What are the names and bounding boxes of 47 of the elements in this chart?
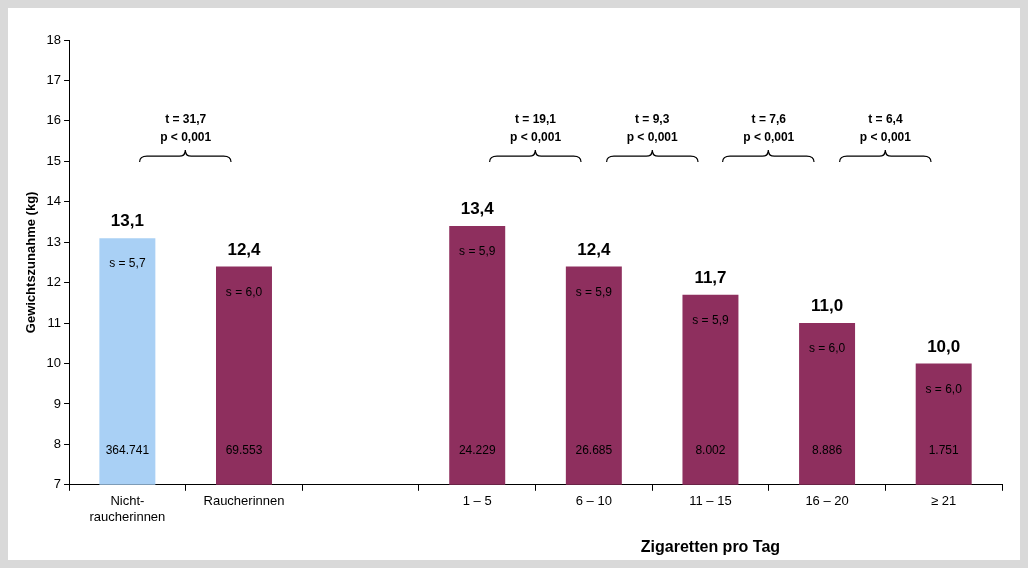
y-tick-label: 15	[46, 152, 62, 168]
x-tick-label: ≥ 21	[931, 493, 957, 509]
annotation: t = 19,1 p < 0,001	[510, 112, 562, 145]
annotation: 364.741	[105, 443, 150, 458]
annotation: 1.751	[928, 443, 960, 458]
y-tick-label: 17	[46, 72, 62, 88]
data-label: 11,0	[811, 296, 844, 316]
x-tick-label: 11 – 15	[689, 493, 732, 509]
y-tick-label: 10	[46, 355, 62, 371]
annotation: t = 9,3 p < 0,001	[626, 112, 678, 145]
annotation: 26.685	[575, 443, 613, 458]
x-tick-label: 1 – 5	[462, 493, 492, 509]
y-tick-label: 11	[47, 314, 62, 330]
annotation: s = 6,0	[225, 284, 263, 299]
annotation: 69.553	[225, 443, 263, 458]
x-tick-label: 16 – 20	[805, 493, 849, 509]
y-tick-label: 13	[46, 233, 62, 249]
x-tick-label: 6 – 10	[575, 493, 612, 509]
data-label: 13,4	[460, 199, 495, 219]
y-tick-label: 16	[46, 112, 62, 128]
x-tick-label: Nicht- raucherinnen	[89, 493, 166, 524]
annotation: t = 6,4 p < 0,001	[859, 112, 912, 145]
y-tick-label: 12	[46, 274, 62, 290]
annotation: s = 5,9	[575, 284, 613, 299]
annotation: 8.002	[695, 443, 726, 458]
y-tick-label: 14	[46, 193, 62, 209]
data-label: 11,7	[694, 267, 727, 287]
annotation: s = 5,7	[109, 256, 146, 271]
data-label: 10,0	[927, 336, 961, 356]
x-axis-title: Zigaretten pro Tag	[640, 538, 781, 555]
y-tick-label: 7	[53, 476, 62, 492]
data-label: 12,4	[227, 239, 262, 259]
annotation: s = 6,0	[808, 341, 846, 356]
y-axis-title: Gewichtszunahme (kg)	[23, 191, 39, 334]
annotation: 24.229	[458, 443, 496, 458]
data-label: 13,1	[110, 211, 144, 231]
x-tick-label: Raucherinnen	[203, 493, 285, 509]
annotation: 8.886	[812, 443, 843, 458]
data-label: 12,4	[577, 239, 611, 259]
annotation: s = 6,0	[925, 381, 963, 396]
annotation: s = 5,9	[459, 244, 496, 259]
annotation: t = 31,7 p < 0,001	[160, 112, 212, 145]
y-tick-label: 9	[53, 395, 62, 411]
y-tick-label: 8	[53, 435, 62, 451]
annotation: s = 5,9	[692, 313, 729, 328]
annotation: t = 7,6 p < 0,001	[743, 112, 795, 145]
y-tick-label: 18	[46, 31, 62, 47]
